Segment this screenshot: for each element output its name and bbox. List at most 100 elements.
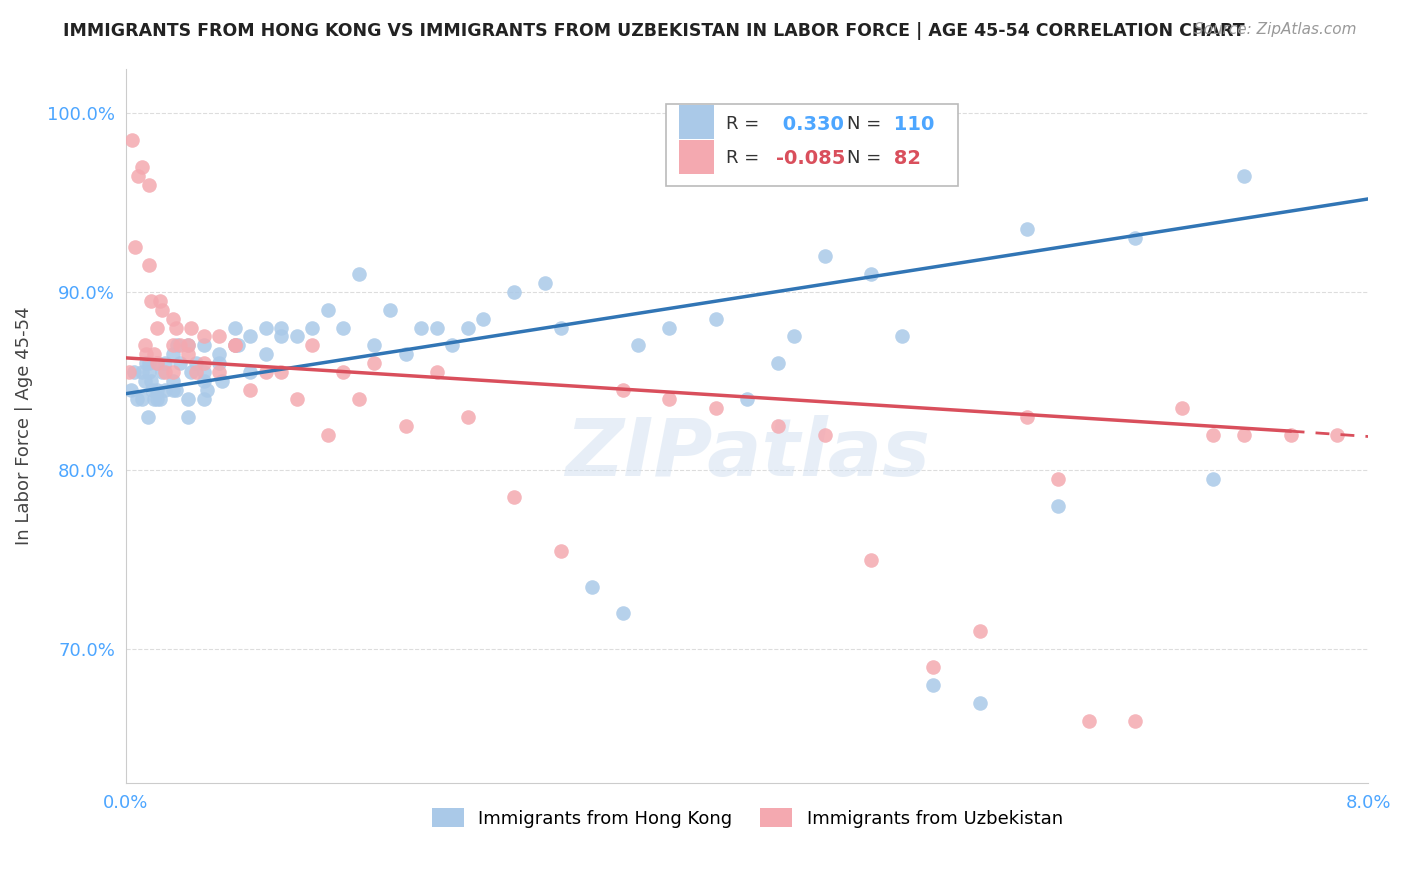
Point <box>180 365 202 379</box>
Point <box>180 320 202 334</box>
Point <box>1077 714 1099 728</box>
Point <box>193 365 215 379</box>
Point <box>177 338 200 352</box>
Point <box>162 374 184 388</box>
Point <box>1015 222 1038 236</box>
Text: 0.330: 0.330 <box>776 115 844 134</box>
Point <box>814 249 837 263</box>
Point <box>1233 169 1256 183</box>
Point <box>860 553 883 567</box>
Point <box>162 383 184 397</box>
Point <box>394 347 416 361</box>
Point <box>124 240 146 254</box>
Point <box>922 678 945 692</box>
Point <box>139 293 162 308</box>
Point <box>1123 231 1146 245</box>
Point <box>211 374 233 388</box>
Point <box>457 409 479 424</box>
Point <box>316 427 339 442</box>
Point <box>184 356 207 370</box>
Point <box>131 392 153 406</box>
Text: -0.085: -0.085 <box>776 149 845 169</box>
Point <box>1171 401 1194 415</box>
Point <box>332 365 354 379</box>
Point <box>118 365 141 379</box>
Point <box>550 544 572 558</box>
Point <box>1202 427 1225 442</box>
Point <box>503 285 526 299</box>
Point <box>177 409 200 424</box>
Point <box>150 365 173 379</box>
Point <box>169 338 191 352</box>
Point <box>891 329 914 343</box>
Point <box>131 365 153 379</box>
Text: 110: 110 <box>887 115 935 134</box>
Point <box>138 178 160 192</box>
Point <box>139 374 162 388</box>
Legend: Immigrants from Hong Kong, Immigrants from Uzbekistan: Immigrants from Hong Kong, Immigrants fr… <box>425 801 1070 835</box>
Point <box>316 302 339 317</box>
Point <box>239 383 262 397</box>
Point <box>153 383 176 397</box>
Point <box>254 347 277 361</box>
Point <box>162 365 184 379</box>
Point <box>1326 427 1348 442</box>
Point <box>285 392 308 406</box>
Text: R =: R = <box>725 115 759 133</box>
Point <box>1046 499 1069 513</box>
Point <box>1233 427 1256 442</box>
Point <box>177 347 200 361</box>
Point <box>169 356 191 370</box>
Point <box>184 365 207 379</box>
Point <box>193 356 215 370</box>
Point <box>457 320 479 334</box>
Point <box>534 276 557 290</box>
Text: R =: R = <box>725 149 759 168</box>
Point <box>165 320 187 334</box>
Point <box>146 320 169 334</box>
Point <box>122 365 145 379</box>
Point <box>270 320 292 334</box>
Point <box>142 392 165 406</box>
Point <box>162 338 184 352</box>
Point <box>193 392 215 406</box>
Text: IMMIGRANTS FROM HONG KONG VS IMMIGRANTS FROM UZBEKISTAN IN LABOR FORCE | AGE 45-: IMMIGRANTS FROM HONG KONG VS IMMIGRANTS … <box>63 22 1244 40</box>
Point <box>135 356 157 370</box>
Point <box>581 580 603 594</box>
Text: Source: ZipAtlas.com: Source: ZipAtlas.com <box>1194 22 1357 37</box>
Point <box>177 392 200 406</box>
Point <box>166 338 188 352</box>
Point <box>141 383 163 397</box>
Point <box>193 329 215 343</box>
Point <box>226 338 249 352</box>
Point <box>224 338 246 352</box>
Point <box>860 267 883 281</box>
Point <box>149 293 172 308</box>
Point <box>195 383 218 397</box>
Point <box>134 374 156 388</box>
Point <box>612 607 634 621</box>
Point <box>146 356 169 370</box>
Point <box>142 347 165 361</box>
Point <box>146 383 169 397</box>
Point <box>612 383 634 397</box>
Point <box>254 365 277 379</box>
Point <box>127 169 149 183</box>
Point <box>136 409 159 424</box>
Point <box>472 311 495 326</box>
Point <box>1015 409 1038 424</box>
FancyBboxPatch shape <box>666 104 959 186</box>
Point <box>363 338 385 352</box>
Point <box>125 392 148 406</box>
Point <box>378 302 401 317</box>
Point <box>441 338 464 352</box>
Point <box>301 338 323 352</box>
Point <box>285 329 308 343</box>
Text: N =: N = <box>846 115 880 133</box>
Point <box>138 365 160 379</box>
Point <box>425 365 447 379</box>
Point <box>766 418 789 433</box>
Point <box>969 624 991 639</box>
Point <box>409 320 432 334</box>
Point <box>239 329 262 343</box>
